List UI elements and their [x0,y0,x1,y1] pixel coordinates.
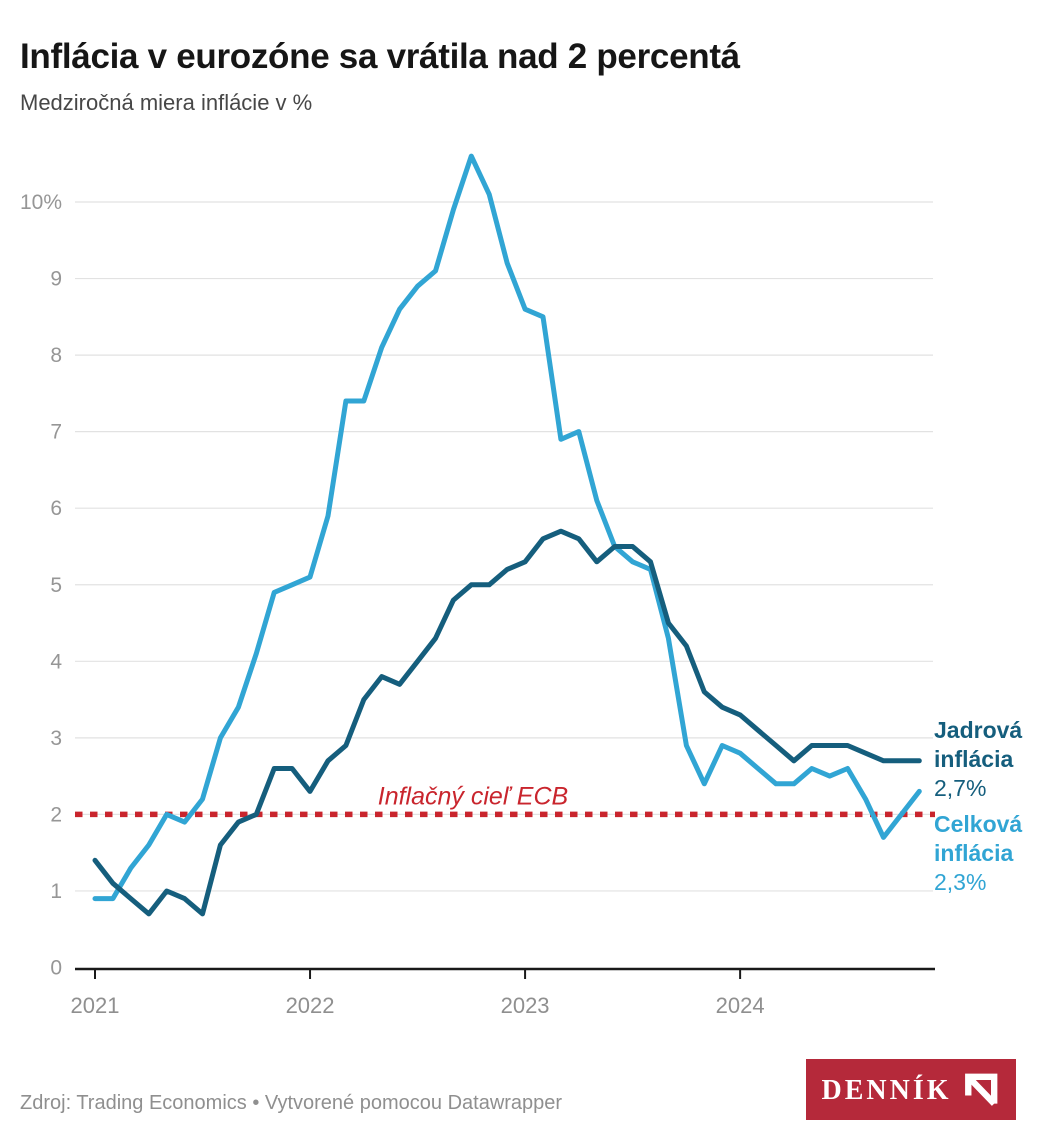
series-value-core: 2,7% [934,775,987,801]
y-axis-label: 10% [20,191,62,214]
y-axis-label: 5 [50,574,62,597]
series-label-core: Jadrová inflácia 2,7% [934,716,1040,803]
y-axis-label: 8 [50,344,62,367]
y-axis-label: 4 [50,650,62,673]
x-axis-label: 2021 [71,993,120,1018]
chart-subtitle: Medziročná miera inflácie v % [20,90,313,115]
y-axis-label: 0 [50,957,62,980]
inflation-chart: 0 1 2 3 4 5 6 7 8 9 10% Inflačný cieľ ECB 2021 2022 20… [20,153,935,1018]
y-axis-label: 6 [50,497,62,520]
y-axis-label: 3 [50,727,62,750]
page-title: Inflácia v eurozóne sa vrátila nad 2 per… [20,37,740,77]
y-axis-label: 1 [50,880,62,903]
line-core [92,528,922,917]
ecb-target-label: Inflačný cieľ ECB [378,782,568,810]
y-axis-label: 2 [50,803,62,826]
logo-n-icon [964,1073,997,1106]
x-axis-label: 2022 [286,993,335,1018]
x-axis-label: 2023 [501,993,550,1018]
y-axis-label: 9 [50,268,62,291]
series-name-core: Jadrová inflácia [934,717,1023,772]
dennikn-logo: DENNÍK [806,1059,1016,1120]
line-headline [92,153,922,902]
source-note: Zdroj: Trading Economics • Vytvorené pom… [20,1092,563,1114]
series-value-headline: 2,3% [934,869,987,895]
series-label-headline: Celková inflácia 2,3% [934,810,1040,897]
logo-wordmark: DENNÍK [821,1074,952,1106]
series-name-headline: Celková inflácia [934,811,1023,866]
x-axis-label: 2024 [716,993,765,1018]
y-axis-label: 7 [50,421,62,444]
